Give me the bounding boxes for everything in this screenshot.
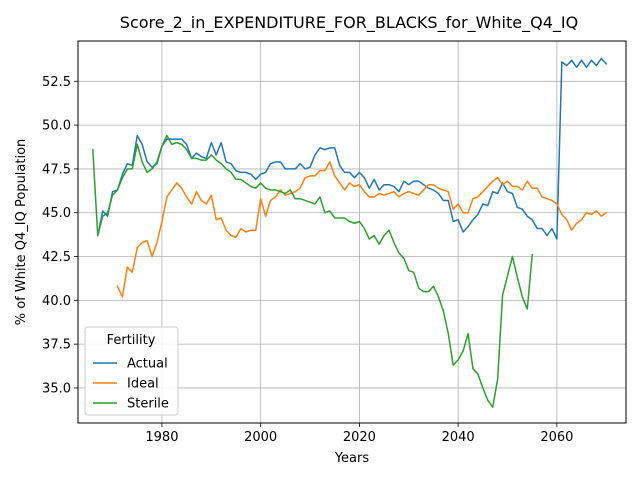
y-tick-label: 47.5 bbox=[42, 162, 71, 177]
axis-ticks: 1980 2000 2020 2040 2060 35.0 37.5 40.0 42.5 45.0… bbox=[42, 75, 573, 445]
y-tick-label: 37.5 bbox=[42, 338, 71, 353]
x-tick-label: 2040 bbox=[442, 430, 475, 445]
y-axis-title: % of White Q4_IQ Population bbox=[14, 139, 29, 326]
x-tick-label: 2000 bbox=[244, 430, 277, 445]
y-tick-label: 40.0 bbox=[42, 294, 71, 309]
x-tick-label: 1980 bbox=[145, 430, 178, 445]
legend-box bbox=[84, 326, 179, 416]
y-tick-label: 42.5 bbox=[42, 250, 71, 265]
legend-items: Actual Ideal Sterile bbox=[93, 357, 169, 412]
y-tick-label: 35.0 bbox=[42, 381, 71, 396]
series-line-ideal bbox=[116, 161, 608, 298]
legend-title: Fertility bbox=[107, 333, 156, 348]
series-layer bbox=[92, 57, 608, 408]
chart-title: Score_2_in_EXPENDITURE_FOR_BLACKS_for_Wh… bbox=[120, 13, 578, 33]
y-tick-label: 45.0 bbox=[42, 206, 71, 221]
series-line-actual bbox=[96, 57, 608, 240]
y-tick-label: 52.5 bbox=[42, 75, 71, 90]
legend-label-sterile: Sterile bbox=[127, 397, 169, 412]
legend-label-ideal: Ideal bbox=[127, 377, 159, 392]
series-line-sterile bbox=[92, 134, 534, 408]
x-tick-label: 2060 bbox=[540, 430, 573, 445]
legend: Fertility Actual Ideal Sterile bbox=[84, 326, 179, 416]
x-axis-title: Years bbox=[334, 451, 370, 466]
x-tick-label: 2020 bbox=[343, 430, 376, 445]
plot-frame bbox=[77, 40, 627, 424]
legend-label-actual: Actual bbox=[127, 357, 168, 372]
y-tick-label: 50.0 bbox=[42, 119, 71, 134]
